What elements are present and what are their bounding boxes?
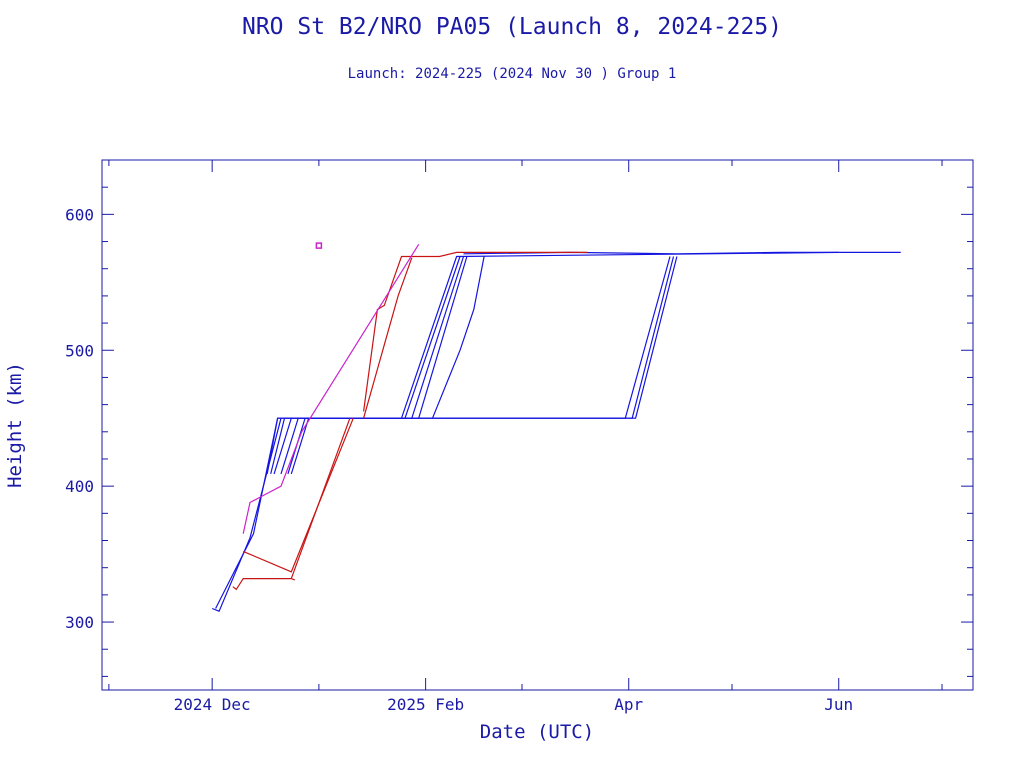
series-group [211, 242, 901, 612]
y-tick-label: 400 [65, 477, 94, 496]
magenta-orbit-track [242, 243, 420, 534]
axis-ticks: 300 400 500 600 2024 Dec 2025 Feb Apr Jun [65, 159, 973, 714]
blue-orbit-track [273, 256, 468, 475]
y-tick-label: 600 [65, 205, 94, 224]
red-orbit-track [290, 417, 351, 579]
blue-orbit-track [431, 256, 485, 419]
blue-orbit-track [287, 256, 675, 475]
y-tick-label: 500 [65, 341, 94, 360]
plot-frame [101, 159, 974, 691]
blue-orbit-track [215, 251, 839, 609]
y-axis-title: Height (km) [4, 362, 26, 488]
x-axis-title: Date (UTC) [480, 721, 594, 743]
red-orbit-track [363, 257, 413, 419]
chart-subtitle: Launch: 2024-225 (2024 Nov 30 ) Group 1 [347, 66, 677, 82]
red-orbit-track [242, 417, 354, 573]
chart-title: NRO St B2/NRO PA05 (Launch 8, 2024-225) [241, 14, 783, 40]
x-tick-label: Jun [824, 695, 853, 714]
x-tick-label: Apr [614, 695, 643, 714]
x-tick-label: 2024 Dec [174, 695, 251, 714]
red-orbit-track [363, 251, 588, 412]
blue-orbit-track [211, 418, 282, 612]
y-tick-label: 300 [65, 613, 94, 632]
blue-orbit-track [266, 256, 461, 475]
red-orbit-track [232, 577, 296, 591]
blue-orbit-track [290, 256, 678, 475]
magenta-point-marker [315, 242, 323, 249]
x-tick-label: 2025 Feb [387, 695, 464, 714]
blue-orbit-track [280, 256, 671, 475]
